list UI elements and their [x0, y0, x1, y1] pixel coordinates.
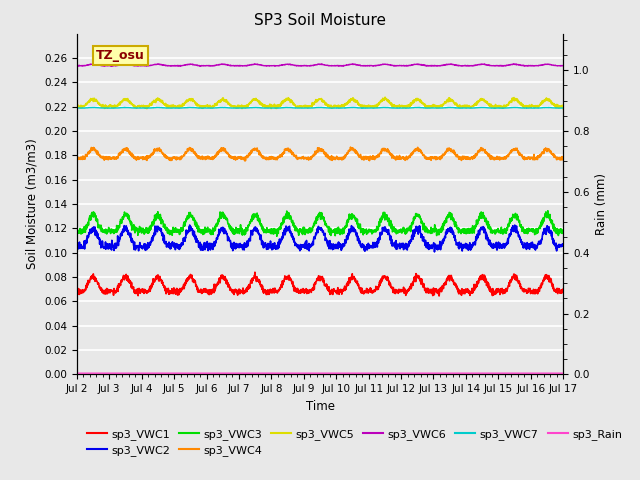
Text: TZ_osu: TZ_osu — [96, 49, 145, 62]
Y-axis label: Rain (mm): Rain (mm) — [595, 173, 608, 235]
Legend: sp3_VWC1, sp3_VWC2, sp3_VWC3, sp3_VWC4, sp3_VWC5, sp3_VWC6, sp3_VWC7, sp3_Rain: sp3_VWC1, sp3_VWC2, sp3_VWC3, sp3_VWC4, … — [83, 424, 627, 460]
Title: SP3 Soil Moisture: SP3 Soil Moisture — [254, 13, 386, 28]
X-axis label: Time: Time — [305, 400, 335, 413]
Y-axis label: Soil Moisture (m3/m3): Soil Moisture (m3/m3) — [26, 139, 38, 269]
